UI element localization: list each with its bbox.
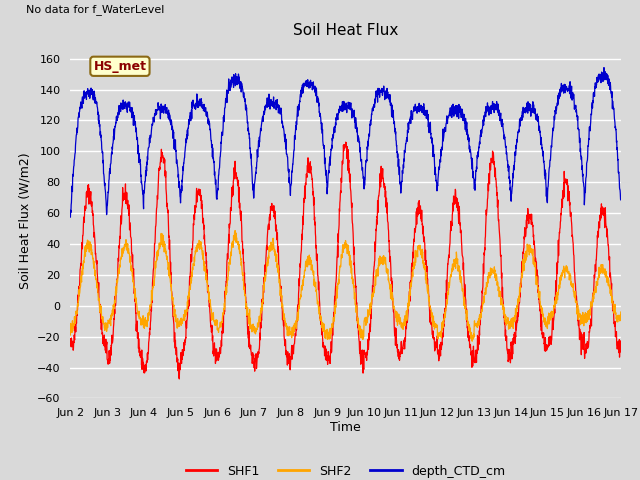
Text: No data for f_WaterLevel: No data for f_WaterLevel: [26, 4, 164, 15]
Text: HS_met: HS_met: [93, 60, 147, 73]
X-axis label: Time: Time: [330, 421, 361, 434]
Title: Soil Heat Flux: Soil Heat Flux: [293, 23, 398, 38]
Y-axis label: Soil Heat Flux (W/m2): Soil Heat Flux (W/m2): [19, 153, 31, 289]
Legend: SHF1, SHF2, depth_CTD_cm: SHF1, SHF2, depth_CTD_cm: [180, 460, 511, 480]
